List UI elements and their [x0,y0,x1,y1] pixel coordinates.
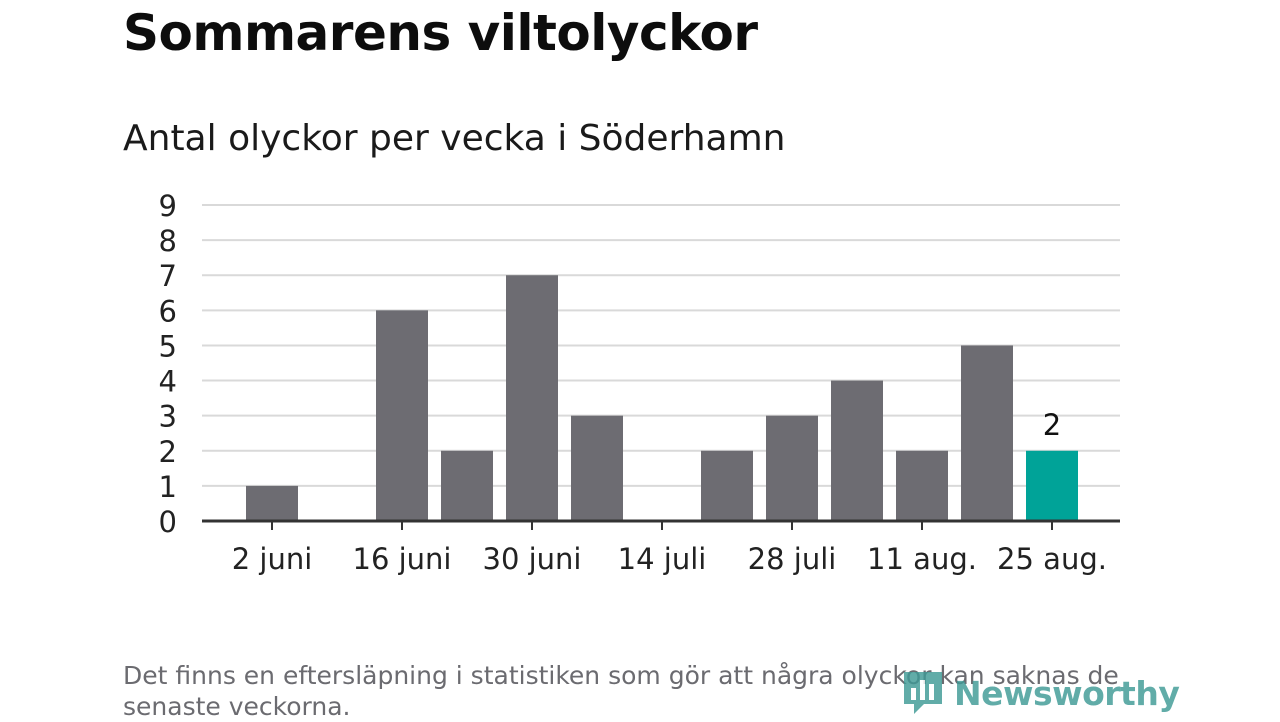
x-tick-label: 30 juni [483,542,582,576]
y-tick-label: 7 [159,259,177,293]
y-tick-label: 3 [159,400,177,434]
bar [766,415,818,521]
y-tick-label: 2 [159,435,177,469]
highlighted-bar [1026,450,1078,521]
bar [571,415,623,521]
footnote: Det finns en eftersläpning i statistiken… [123,661,1119,721]
bar [506,275,558,521]
y-tick-label: 1 [159,470,177,504]
bar [376,310,428,521]
y-tick-label: 4 [159,365,177,399]
y-tick-label: 8 [159,224,177,258]
chart-title: Sommarens viltolyckor [123,4,758,62]
x-tick-label: 25 aug. [997,542,1107,576]
y-tick-label: 0 [159,505,177,539]
x-tick-label: 11 aug. [867,542,977,576]
data-label: 2 [1043,408,1061,442]
bar [831,380,883,521]
newsworthy-logo: Newsworthy [900,668,1180,718]
bar [701,450,753,521]
bar-chart-logo-icon [904,672,942,714]
bar [896,450,948,521]
x-tick-label: 14 juli [618,542,707,576]
bar [246,485,298,521]
logo-text: Newsworthy [954,673,1180,713]
y-tick-label: 5 [159,329,177,363]
x-tick-label: 16 juni [353,542,452,576]
bar [961,345,1013,521]
y-tick-label: 6 [159,294,177,328]
bar [441,450,493,521]
x-tick-label: 28 juli [748,542,837,576]
chart-subtitle: Antal olyckor per vecka i Söderhamn [123,118,786,159]
y-tick-label: 9 [159,189,177,223]
x-tick-label: 2 juni [232,542,313,576]
